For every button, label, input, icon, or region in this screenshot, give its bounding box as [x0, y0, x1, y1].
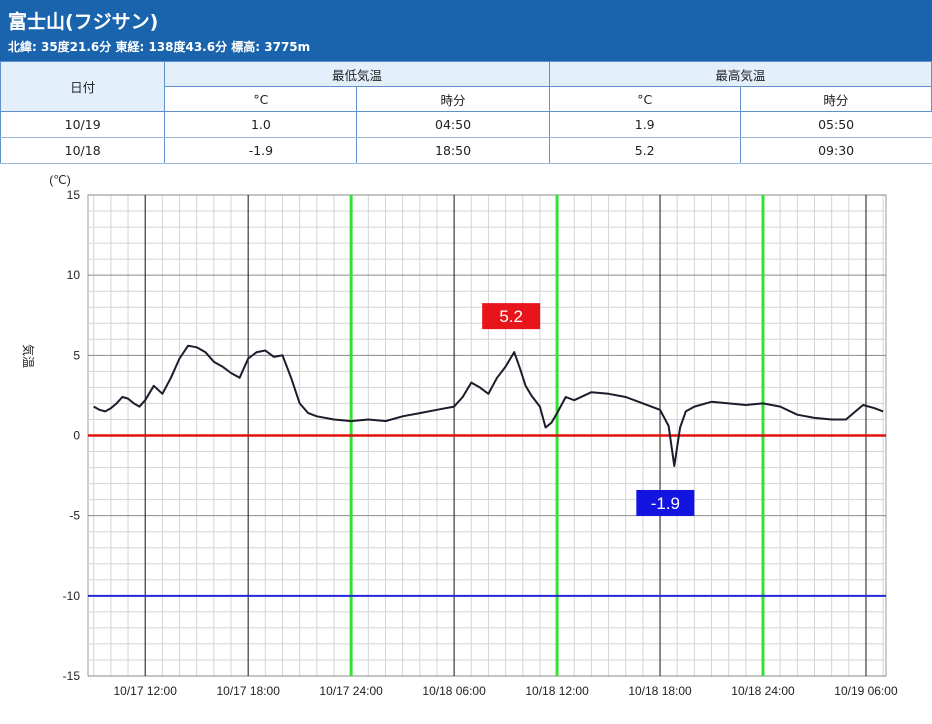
- table-row: 10/19 1.0 04:50 1.9 05:50: [0, 111, 932, 138]
- max-temp-label: 5.2: [482, 303, 541, 330]
- y-axis-label: 気温: [21, 344, 36, 368]
- max-unit-header: °C: [548, 86, 741, 112]
- row-date: 10/19: [0, 111, 165, 138]
- label-text: 5.2: [499, 307, 523, 326]
- row-max: 5.2: [548, 137, 741, 164]
- max-time-header: 時分: [739, 86, 932, 112]
- row-max-time: 09:30: [739, 137, 932, 164]
- station-header: 富士山(フジサン) 北緯: 35度21.6分 東経: 138度43.6分 標高:…: [0, 0, 932, 61]
- row-min-time: 04:50: [356, 111, 550, 138]
- row-max-time: 05:50: [739, 111, 932, 138]
- x-tick-label: 10/19 06:00: [834, 684, 898, 698]
- y-tick-label: 5: [73, 348, 80, 362]
- y-tick-label: -10: [63, 589, 81, 603]
- x-tick-label: 10/18 18:00: [628, 684, 692, 698]
- row-min-time: 18:50: [356, 137, 550, 164]
- x-tick-label: 10/17 24:00: [319, 684, 383, 698]
- row-min: 1.0: [164, 111, 358, 138]
- temperature-chart: (℃) 気温 15 10 5 0 -5 -10 -15 10/17 12:00 10/17 1…: [21, 173, 898, 698]
- y-tick-label: -15: [63, 669, 81, 683]
- x-tick-label: 10/18 06:00: [422, 684, 486, 698]
- row-date: 10/18: [0, 137, 165, 164]
- x-tick-label: 10/18 12:00: [525, 684, 589, 698]
- min-time-header: 時分: [356, 86, 550, 112]
- summary-table: 日付 最低気温 最高気温 °C 時分 °C 時分 10/19 1.0 04:50…: [0, 61, 932, 164]
- x-tick-label: 10/18 24:00: [731, 684, 795, 698]
- row-min: -1.9: [164, 137, 358, 164]
- x-tick-label: 10/17 12:00: [114, 684, 178, 698]
- station-name: 富士山(フジサン): [8, 11, 159, 33]
- table-row: 10/18 -1.9 18:50 5.2 09:30: [0, 137, 932, 164]
- row-max: 1.9: [548, 111, 741, 138]
- y-tick-label: 0: [73, 429, 80, 443]
- temperature-line: [93, 344, 884, 467]
- label-box: [636, 489, 695, 516]
- y-tick-label: 10: [67, 268, 81, 282]
- date-header: 日付: [0, 61, 166, 112]
- max-temp-header: 最高気温: [548, 61, 932, 87]
- min-temp-label: -1.9: [636, 489, 695, 516]
- y-tick-label: -5: [69, 509, 80, 523]
- station-details: 北緯: 35度21.6分 東経: 138度43.6分 標高: 3775m: [8, 40, 311, 54]
- x-tick-label: 10/17 18:00: [216, 684, 280, 698]
- y-unit-label: (℃): [49, 173, 70, 187]
- min-unit-header: °C: [164, 86, 358, 112]
- y-tick-label: 15: [67, 188, 81, 202]
- min-temp-header: 最低気温: [164, 61, 550, 87]
- label-text: -1.9: [651, 494, 680, 513]
- label-box: [482, 303, 541, 330]
